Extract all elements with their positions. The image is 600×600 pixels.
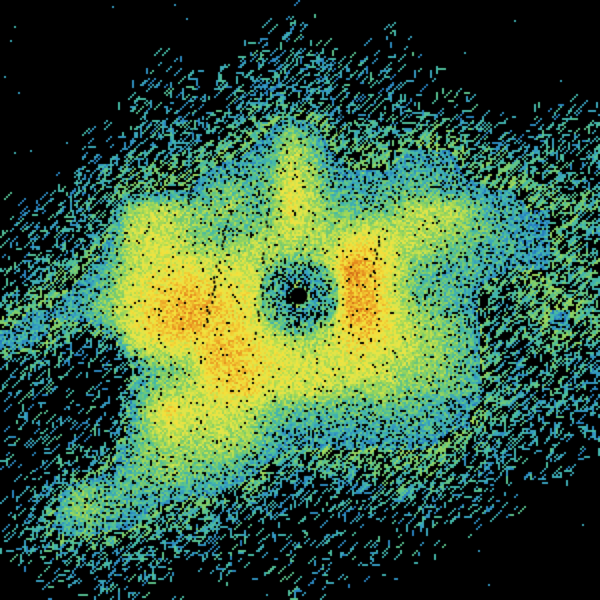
heatmap-canvas bbox=[0, 0, 600, 600]
density-map-figure: False-color astronomical density heatmap… bbox=[0, 0, 600, 600]
